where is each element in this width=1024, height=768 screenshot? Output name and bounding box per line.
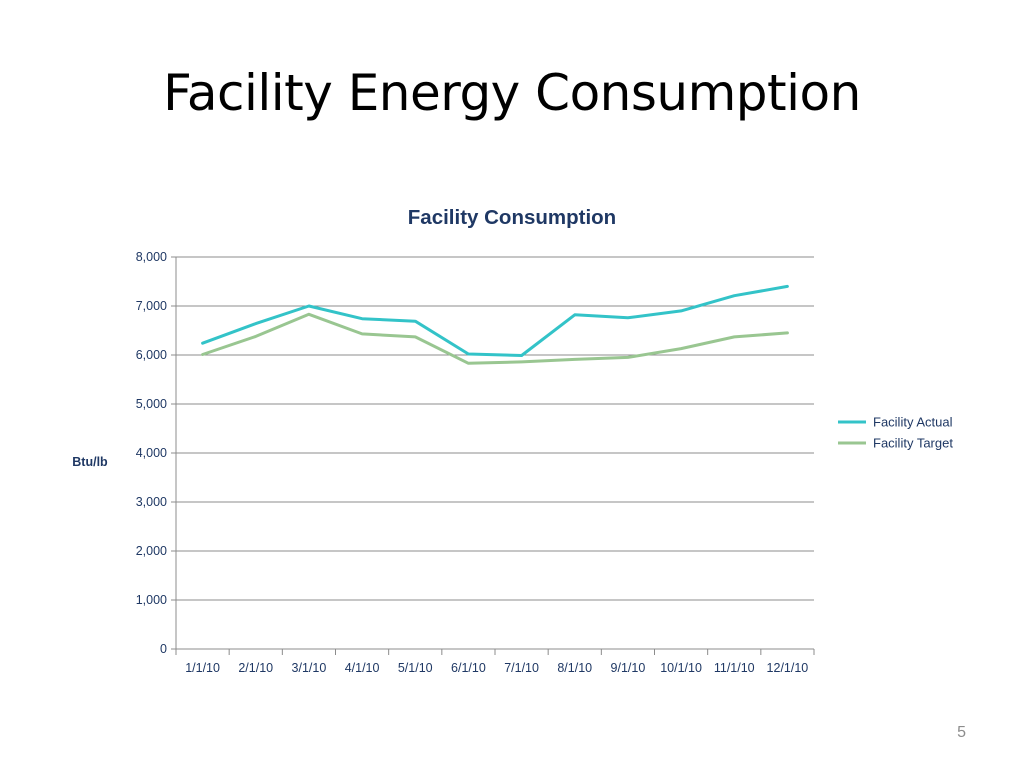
y-tick-label: 7,000 <box>136 299 167 313</box>
x-tick-label: 4/1/10 <box>345 661 380 675</box>
y-tick-label: 5,000 <box>136 397 167 411</box>
x-tick-label: 6/1/10 <box>451 661 486 675</box>
x-tick-label: 3/1/10 <box>292 661 327 675</box>
legend-label: Facility Actual <box>873 415 953 430</box>
x-tick-label: 2/1/10 <box>238 661 273 675</box>
page-number: 5 <box>957 724 966 741</box>
series-line-facility-target <box>201 312 789 365</box>
y-tick-label: 1,000 <box>136 593 167 607</box>
x-tick-label: 11/1/10 <box>714 661 755 675</box>
x-tick-label: 7/1/10 <box>504 661 539 675</box>
y-tick-label: 8,000 <box>136 250 167 264</box>
legend: Facility Actual Facility Target <box>838 415 953 451</box>
chart-title: Facility Consumption <box>408 206 616 229</box>
y-tick-label: 3,000 <box>136 495 167 509</box>
x-tick-label: 12/1/10 <box>767 661 809 675</box>
y-tick-label: 0 <box>160 642 167 656</box>
series-group <box>201 284 789 365</box>
y-tick-label: 4,000 <box>136 446 167 460</box>
x-tick-label: 9/1/10 <box>611 661 646 675</box>
x-axis: 1/1/10 2/1/10 3/1/10 4/1/10 5/1/10 6/1/10 7/1/… <box>175 648 815 675</box>
y-tick-label: 2,000 <box>136 544 167 558</box>
gridlines <box>176 256 814 601</box>
x-tick-label: 8/1/10 <box>557 661 592 675</box>
y-axis: 0 1,000 2,000 3,000 4,000 5,000 6,000 7,000 8,00… <box>136 250 177 656</box>
x-tick-label: 1/1/10 <box>185 661 220 675</box>
x-tick-label: 10/1/10 <box>660 661 702 675</box>
slide-title: Facility Energy Consumption <box>163 64 861 122</box>
y-tick-label: 6,000 <box>136 348 167 362</box>
legend-label: Facility Target <box>873 436 953 451</box>
y-axis-label: Btu/lb <box>72 455 108 469</box>
series-line-facility-actual <box>201 284 789 357</box>
x-tick-label: 5/1/10 <box>398 661 433 675</box>
